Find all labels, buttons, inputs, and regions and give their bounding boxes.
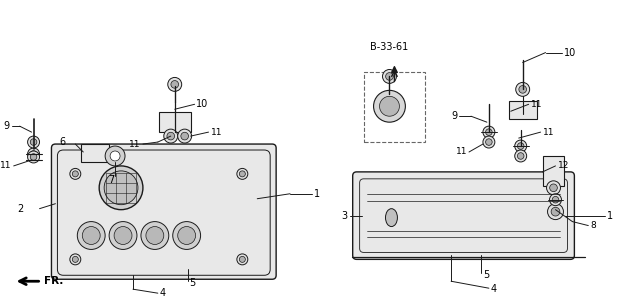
Circle shape xyxy=(30,154,37,160)
Circle shape xyxy=(548,204,563,219)
Text: 6: 6 xyxy=(60,137,65,147)
Circle shape xyxy=(374,90,405,122)
Bar xyxy=(159,112,191,132)
Circle shape xyxy=(178,226,196,244)
Circle shape xyxy=(72,171,78,177)
FancyBboxPatch shape xyxy=(353,172,574,259)
Circle shape xyxy=(380,96,399,116)
Bar xyxy=(81,144,109,162)
Circle shape xyxy=(517,143,524,149)
Circle shape xyxy=(173,222,200,249)
Circle shape xyxy=(109,222,137,249)
Text: 9: 9 xyxy=(4,121,10,131)
Text: 11: 11 xyxy=(211,128,222,136)
Circle shape xyxy=(164,129,178,143)
Circle shape xyxy=(146,226,164,244)
Text: B-33-61: B-33-61 xyxy=(369,42,408,52)
Circle shape xyxy=(70,254,81,265)
Text: 5: 5 xyxy=(483,270,489,280)
Circle shape xyxy=(141,222,169,249)
Circle shape xyxy=(237,168,248,179)
Circle shape xyxy=(237,254,248,265)
Circle shape xyxy=(550,194,561,206)
Text: 7: 7 xyxy=(108,175,115,185)
Circle shape xyxy=(483,126,495,138)
Circle shape xyxy=(171,81,179,88)
Circle shape xyxy=(167,132,175,140)
Circle shape xyxy=(110,151,120,161)
Text: 4: 4 xyxy=(160,288,166,298)
Circle shape xyxy=(551,207,560,216)
Circle shape xyxy=(486,139,492,145)
Circle shape xyxy=(28,148,40,160)
Circle shape xyxy=(83,226,100,244)
Text: 5: 5 xyxy=(189,278,196,288)
Text: 1: 1 xyxy=(607,211,613,221)
Circle shape xyxy=(550,184,557,192)
Circle shape xyxy=(515,140,527,152)
Bar xyxy=(543,156,564,186)
Circle shape xyxy=(483,136,495,148)
Text: 3: 3 xyxy=(342,211,348,221)
Circle shape xyxy=(72,256,78,262)
Text: 11: 11 xyxy=(0,161,12,171)
Text: 10: 10 xyxy=(196,99,208,109)
Circle shape xyxy=(516,82,530,96)
Bar xyxy=(364,72,425,142)
Text: 11: 11 xyxy=(129,140,141,149)
Circle shape xyxy=(486,129,492,135)
Circle shape xyxy=(178,129,191,143)
Text: 10: 10 xyxy=(564,48,577,57)
Circle shape xyxy=(114,226,132,244)
Circle shape xyxy=(515,150,527,162)
Circle shape xyxy=(239,171,245,177)
Ellipse shape xyxy=(385,209,397,226)
Circle shape xyxy=(28,151,40,163)
Circle shape xyxy=(552,196,559,203)
Circle shape xyxy=(517,153,524,159)
Text: 2: 2 xyxy=(17,204,24,214)
Circle shape xyxy=(181,132,189,140)
Text: FR.: FR. xyxy=(44,276,63,286)
Text: 1: 1 xyxy=(314,189,320,199)
Text: 11: 11 xyxy=(456,147,467,157)
Circle shape xyxy=(239,256,245,262)
Text: 8: 8 xyxy=(590,221,596,230)
Circle shape xyxy=(99,166,143,210)
Circle shape xyxy=(77,222,105,249)
Circle shape xyxy=(30,151,37,157)
FancyBboxPatch shape xyxy=(51,144,276,279)
Circle shape xyxy=(104,171,138,205)
Circle shape xyxy=(383,70,396,83)
Circle shape xyxy=(105,146,125,166)
Bar xyxy=(509,101,536,119)
Text: 9: 9 xyxy=(451,111,457,121)
Circle shape xyxy=(547,181,561,195)
Circle shape xyxy=(386,73,394,80)
Circle shape xyxy=(30,139,37,145)
Text: 4: 4 xyxy=(491,284,497,294)
Text: 11: 11 xyxy=(531,100,542,109)
Circle shape xyxy=(70,168,81,179)
Text: 11: 11 xyxy=(543,128,554,136)
Text: 12: 12 xyxy=(557,161,569,171)
Circle shape xyxy=(28,136,40,148)
Circle shape xyxy=(519,85,527,93)
Circle shape xyxy=(168,78,182,92)
